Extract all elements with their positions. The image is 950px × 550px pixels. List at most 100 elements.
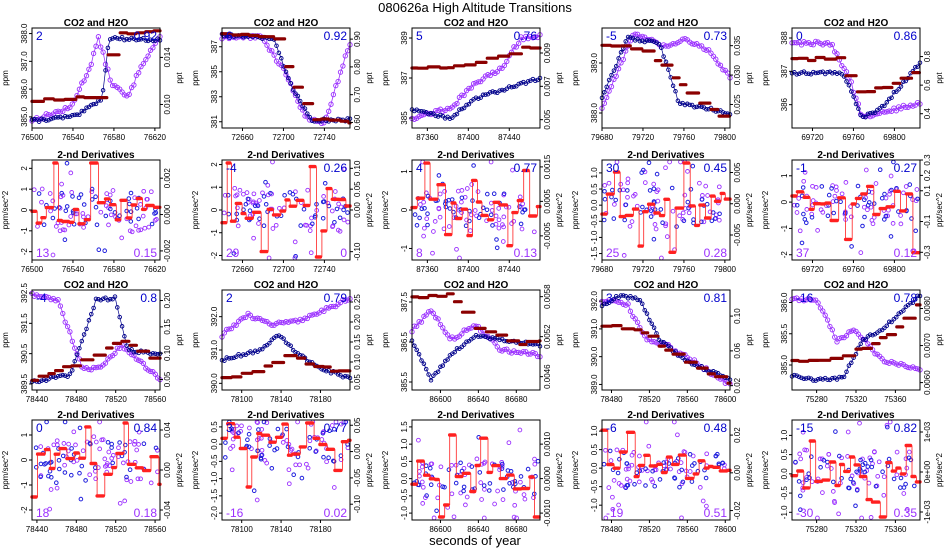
plot-frame bbox=[601, 27, 731, 129]
deriv-blue-point bbox=[860, 223, 865, 229]
h2o-blue-point bbox=[464, 102, 469, 108]
x-tick-label: 78520 bbox=[105, 525, 128, 534]
deriv-purple-point bbox=[531, 229, 537, 235]
h2o-blue-point bbox=[649, 321, 655, 326]
h2o-blue-point bbox=[884, 323, 890, 328]
h2o-purple-point bbox=[435, 316, 441, 322]
h2o-purple-point bbox=[501, 62, 508, 69]
deriv-blue-point bbox=[453, 480, 459, 486]
h2o-blue-point bbox=[461, 105, 467, 111]
h2o-blue-point bbox=[416, 351, 422, 357]
deriv-blue-point bbox=[34, 465, 39, 470]
h2o-blue-point bbox=[117, 314, 122, 320]
h2o-blue-point bbox=[908, 300, 913, 306]
y-left-tick-label: -1.0 bbox=[590, 230, 599, 244]
y-right-tick-label: -0.10 bbox=[353, 495, 362, 514]
h2o-blue-point bbox=[276, 50, 282, 56]
x-tick-label: 78100 bbox=[231, 395, 254, 404]
plot-frame bbox=[31, 289, 161, 391]
h2o-purple-point bbox=[102, 61, 109, 67]
y-right-label: ppt/sec^2 bbox=[365, 192, 374, 227]
h2o-blue-point bbox=[616, 56, 621, 61]
h2o-blue-point bbox=[511, 84, 517, 90]
y-left-tick-label: 389.5 bbox=[20, 373, 29, 394]
deriv-purple-point bbox=[437, 191, 443, 197]
deriv-purple-point bbox=[454, 246, 459, 252]
h2o-blue-point bbox=[689, 102, 695, 108]
h2o-purple-point bbox=[98, 44, 104, 50]
x-tick-label: 72700 bbox=[272, 265, 295, 274]
deriv-purple-point bbox=[632, 192, 638, 197]
deriv-blue-point bbox=[469, 464, 475, 469]
h2o-blue-point bbox=[41, 117, 47, 122]
h2o-blue-point bbox=[891, 89, 897, 95]
h2o-blue-point bbox=[616, 295, 621, 300]
deriv-blue-point bbox=[915, 196, 920, 202]
panel-title: CO2 and H2O bbox=[634, 18, 699, 29]
deriv-purple-point bbox=[132, 441, 137, 447]
deriv-purple-point bbox=[106, 222, 111, 228]
h2o-purple-point bbox=[86, 66, 92, 72]
deriv-purple-point bbox=[286, 481, 292, 487]
h2o-blue-point bbox=[145, 38, 151, 44]
deriv-blue-point bbox=[833, 429, 838, 434]
deriv-purple-point bbox=[47, 191, 53, 196]
corner-top-left: 30 bbox=[606, 161, 620, 175]
y-left-tick-label: 386 bbox=[780, 97, 789, 111]
h2o-blue-point bbox=[46, 117, 51, 123]
deriv-blue-point bbox=[651, 236, 657, 242]
deriv-blue-point bbox=[417, 215, 422, 221]
h2o-blue-point bbox=[464, 339, 469, 344]
y-left-tick-label: -1 bbox=[210, 229, 219, 237]
deriv-blue-point bbox=[78, 192, 84, 197]
deriv-purple-point bbox=[532, 461, 538, 467]
h2o-purple-point bbox=[606, 88, 612, 94]
h2o-purple-point bbox=[100, 49, 106, 55]
h2o-purple-point bbox=[501, 346, 508, 353]
deriv-purple-point bbox=[329, 208, 335, 214]
deriv-blue-point bbox=[807, 475, 812, 481]
h2o-blue-point bbox=[440, 113, 446, 119]
deriv-blue-point bbox=[826, 192, 832, 198]
h2o-purple-point bbox=[905, 364, 911, 371]
plot-frame bbox=[411, 289, 541, 391]
deriv-purple-point bbox=[802, 169, 808, 175]
corner-bottom-right: 0.28 bbox=[704, 246, 728, 260]
y-right-tick-label: 0e+00 bbox=[923, 460, 932, 483]
h2o-blue-point bbox=[846, 82, 852, 88]
deriv-blue-point bbox=[447, 206, 453, 211]
h2o-purple-point bbox=[794, 40, 800, 46]
h2o-purple-point bbox=[330, 91, 337, 98]
h2o-blue-point bbox=[825, 69, 830, 75]
y-right-tick-label: 0.0070 bbox=[923, 333, 932, 358]
h2o-purple-point bbox=[328, 101, 334, 107]
y-left-label: ppm/sec^2 bbox=[191, 190, 200, 229]
h2o-purple-point bbox=[109, 82, 116, 89]
y-right-tick-label: 0.80 bbox=[353, 59, 362, 75]
deriv-blue-point bbox=[513, 481, 518, 487]
deriv-blue-point bbox=[648, 208, 654, 213]
deriv-purple-point bbox=[887, 191, 892, 197]
panel-title: 2-nd Derivatives bbox=[57, 150, 135, 161]
h2o-purple-point bbox=[634, 319, 641, 326]
h2o-blue-point bbox=[274, 333, 279, 339]
deriv-blue-point bbox=[477, 470, 483, 475]
h2o-purple-point bbox=[266, 47, 273, 53]
y-left-tick-label: -1 bbox=[400, 244, 409, 252]
deriv-blue-point bbox=[481, 483, 487, 488]
corner-top-right: 0.78 bbox=[894, 291, 918, 305]
deriv-purple-point bbox=[338, 421, 344, 427]
h2o-blue-point bbox=[666, 67, 671, 72]
deriv-purple-point bbox=[418, 202, 423, 207]
deriv-purple-point bbox=[146, 224, 152, 230]
y-right-tick-label: 0.0052 bbox=[543, 324, 552, 349]
deriv-blue-point bbox=[96, 247, 102, 252]
deriv-purple-point bbox=[230, 443, 236, 449]
y-left-label: ppm/sec^2 bbox=[761, 450, 770, 489]
h2o-blue-point bbox=[39, 116, 44, 122]
y-right-label: ppt/sec^2 bbox=[745, 192, 754, 227]
h2o-blue-point bbox=[131, 350, 137, 355]
y-left-tick-label: 0.5 bbox=[590, 183, 599, 195]
corner-top-right: 0.77 bbox=[514, 161, 538, 175]
h2o-blue-point bbox=[426, 372, 431, 377]
